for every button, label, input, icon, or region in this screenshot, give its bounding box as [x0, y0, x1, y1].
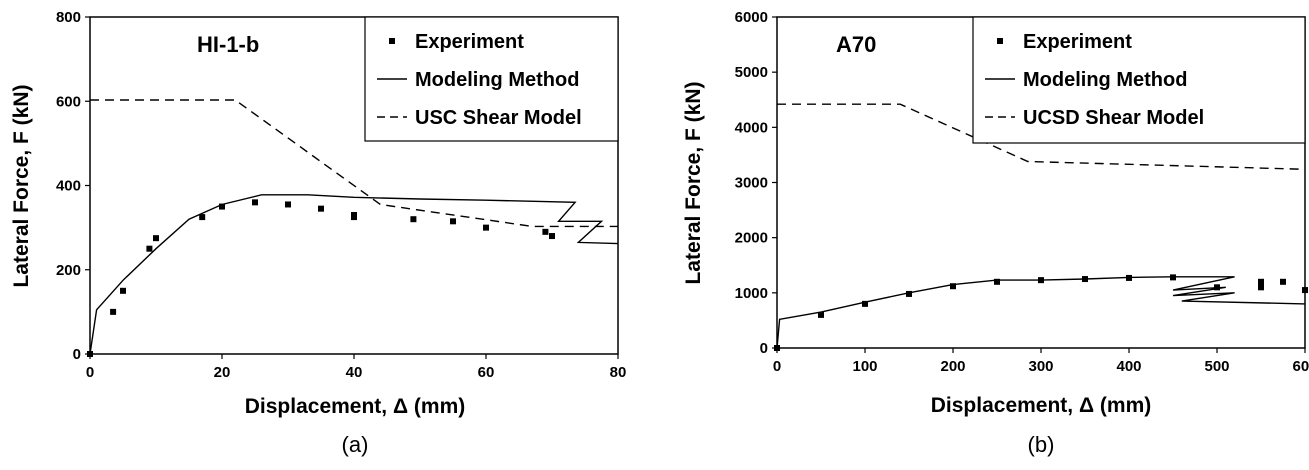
y-axis-label: Lateral Force, F (kN) — [682, 81, 705, 284]
x-tick-label: 300 — [1028, 358, 1053, 375]
x-axis-label: Displacement, Δ (mm) — [245, 395, 465, 418]
legend-symbol-experiment — [997, 38, 1003, 44]
legend-label-modeling-method: Modeling Method — [415, 69, 579, 91]
experiment-point — [906, 290, 912, 297]
y-tick-label: 400 — [56, 178, 81, 195]
x-tick-label: 200 — [940, 358, 965, 375]
usc-shear-model-line — [90, 99, 618, 228]
y-tick-label: 4000 — [735, 119, 768, 136]
series-group — [774, 103, 1308, 351]
y-tick-label: 800 — [56, 9, 81, 26]
y-tick-label: 1000 — [735, 285, 768, 302]
legend-label-ucsd-shear-model: UCSD Shear Model — [1023, 107, 1204, 129]
chart-annotation: A70 — [836, 32, 876, 57]
ucsd-shear-model-line — [777, 103, 1306, 170]
chart-panel-a: 0 20 40 60 80 0 200 400 600 800 HI-1-b Experimen… — [10, 9, 626, 457]
y-axis-ticks: 0 1000 2000 3000 4000 5000 6000 — [735, 9, 777, 357]
experiment-point — [818, 311, 824, 318]
x-tick-label: 600 — [1292, 358, 1309, 375]
y-tick-label: 200 — [56, 262, 81, 279]
legend-box — [364, 16, 619, 142]
y-tick-label: 5000 — [735, 64, 768, 81]
panel-caption: (b) — [1028, 432, 1055, 457]
legend: Experiment Modeling Method USC Shear Model — [364, 16, 619, 142]
modeling-method-line — [89, 194, 619, 355]
experiment-point — [1302, 287, 1308, 294]
experiment-point — [994, 278, 1000, 285]
chart-panel-b: 0 100 200 300 400 500 600 0 1000 2000 3000 4000 500… — [682, 9, 1309, 457]
experiment-point — [450, 218, 456, 225]
experiment-point — [318, 205, 324, 212]
x-axis-label: Displacement, Δ (mm) — [931, 394, 1151, 417]
y-tick-label: 0 — [760, 340, 768, 357]
experiment-point — [199, 214, 206, 221]
experiment-point — [285, 201, 291, 208]
x-tick-label: 40 — [346, 364, 363, 381]
x-tick-label: 400 — [1116, 358, 1141, 375]
experiment-point — [549, 233, 555, 240]
y-tick-label: 3000 — [735, 175, 768, 192]
experiment-point — [351, 214, 357, 221]
experiment-point — [542, 228, 549, 235]
experiment-point — [120, 287, 126, 294]
experiment-point — [410, 216, 417, 223]
experiment-point — [483, 224, 489, 231]
modeling-method-line — [776, 276, 1306, 349]
legend-box — [972, 16, 1306, 144]
legend-label-experiment: Experiment — [415, 31, 524, 53]
experiment-point — [110, 308, 117, 315]
y-tick-label: 6000 — [735, 9, 768, 26]
experiment-point — [252, 199, 258, 206]
x-tick-label: 0 — [773, 358, 781, 375]
x-axis-ticks: 0 100 200 300 400 500 600 — [773, 348, 1309, 375]
panel-caption: (a) — [342, 432, 369, 457]
experiment-point — [1280, 278, 1286, 285]
experiment-point — [219, 203, 225, 210]
experiment-point — [146, 245, 153, 252]
y-tick-label: 600 — [56, 93, 81, 110]
series-group — [87, 99, 619, 357]
legend: Experiment Modeling Method UCSD Shear Mode… — [972, 16, 1306, 144]
x-tick-label: 100 — [852, 358, 877, 375]
legend-label-usc-shear-model: USC Shear Model — [415, 107, 582, 129]
y-axis-label: Lateral Force, F (kN) — [10, 84, 33, 287]
y-tick-label: 0 — [73, 346, 81, 363]
x-tick-label: 0 — [86, 364, 94, 381]
y-tick-label: 2000 — [735, 230, 768, 247]
chart-annotation: HI-1-b — [197, 32, 259, 57]
x-axis-ticks: 0 20 40 60 80 — [86, 354, 627, 381]
experiment-point — [950, 283, 956, 290]
experiment-point — [1258, 278, 1264, 285]
x-tick-label: 60 — [478, 364, 495, 381]
experiment-point — [862, 300, 868, 307]
x-tick-label: 80 — [610, 364, 627, 381]
experiment-point — [153, 235, 159, 242]
legend-label-modeling-method: Modeling Method — [1023, 69, 1187, 91]
experiment-point — [1258, 284, 1264, 291]
y-axis-ticks: 0 200 400 600 800 — [56, 9, 90, 363]
legend-label-experiment: Experiment — [1023, 31, 1132, 53]
x-tick-label: 20 — [214, 364, 231, 381]
legend-symbol-experiment — [389, 38, 395, 44]
x-tick-label: 500 — [1204, 358, 1229, 375]
